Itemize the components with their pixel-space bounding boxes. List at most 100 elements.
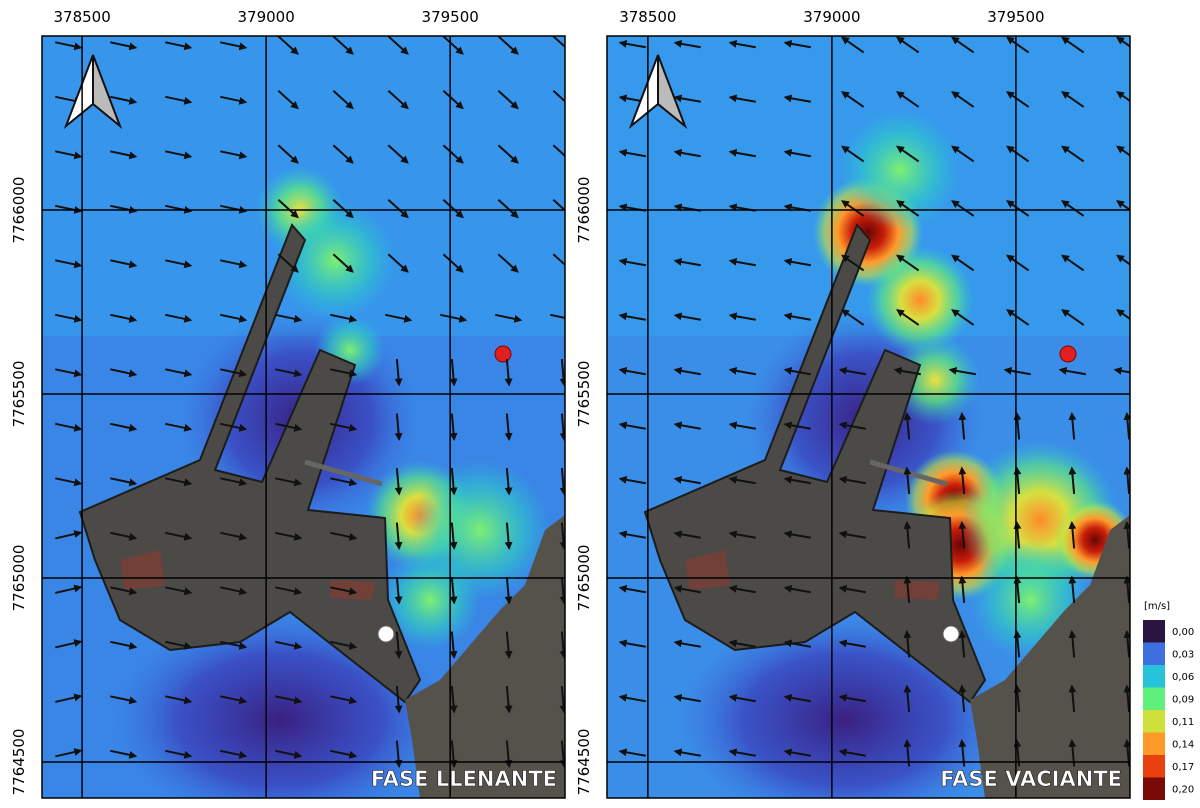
- map-layer: [42, 36, 565, 798]
- current-arrow: [618, 421, 646, 430]
- current-arrow: [1006, 91, 1030, 108]
- current-arrow: [618, 39, 646, 49]
- current-arrow: [504, 522, 513, 551]
- current-arrow: [728, 39, 756, 49]
- current-speed-area: [890, 335, 980, 425]
- current-arrow: [618, 312, 646, 321]
- current-arrow: [1061, 36, 1085, 54]
- current-arrow: [1116, 145, 1130, 157]
- current-arrow: [783, 312, 811, 321]
- current-arrow: [387, 253, 409, 273]
- current-arrow: [504, 358, 513, 387]
- current-arrow: [673, 693, 701, 703]
- current-arrow: [951, 200, 975, 217]
- current-arrow: [442, 36, 464, 55]
- current-arrow: [728, 257, 756, 267]
- current-arrow: [903, 520, 912, 549]
- current-arrow: [841, 91, 865, 108]
- station-marker: [377, 625, 395, 643]
- current-arrow: [449, 413, 458, 442]
- current-arrow: [948, 366, 976, 376]
- legend-swatch: [1143, 755, 1165, 778]
- current-arrow: [220, 95, 248, 105]
- legend-label: 0,14: [1172, 740, 1194, 751]
- current-arrow: [165, 422, 193, 432]
- current-arrow: [220, 477, 248, 487]
- current-arrow: [728, 421, 756, 430]
- current-arrow: [618, 693, 646, 703]
- current-arrow: [896, 254, 920, 272]
- current-arrow: [55, 477, 83, 487]
- current-arrow: [220, 41, 248, 51]
- legend-title: [m/s]: [1144, 601, 1170, 612]
- current-arrow: [1123, 411, 1130, 440]
- current-arrow: [110, 586, 138, 596]
- current-arrow: [275, 422, 303, 432]
- current-arrow: [559, 358, 565, 387]
- current-arrow: [442, 90, 464, 110]
- current-arrow: [387, 144, 409, 164]
- current-arrow: [387, 36, 409, 55]
- current-arrow: [110, 95, 138, 105]
- legend-swatch: [1143, 732, 1165, 755]
- current-arrow: [110, 640, 138, 650]
- current-arrow: [673, 94, 701, 103]
- current-arrow: [504, 685, 513, 714]
- current-arrow: [220, 368, 248, 378]
- current-arrow: [673, 39, 701, 49]
- legend-swatch: [1143, 710, 1165, 733]
- current-arrow: [673, 530, 701, 539]
- current-arrow: [1123, 466, 1130, 495]
- current-arrow: [1013, 684, 1022, 713]
- current-arrow: [618, 748, 646, 757]
- current-arrow: [277, 36, 299, 55]
- current-arrow: [504, 467, 513, 496]
- current-arrow: [618, 366, 646, 376]
- current-arrow: [618, 148, 646, 158]
- current-arrow: [838, 584, 866, 594]
- current-arrow: [783, 584, 811, 594]
- north-arrow: [92, 54, 123, 130]
- x-tick-label: 378500: [53, 8, 110, 26]
- current-arrow: [165, 749, 193, 759]
- current-arrow: [110, 313, 138, 323]
- current-arrow: [951, 309, 975, 326]
- current-arrow: [958, 684, 967, 713]
- legend-swatch: [1143, 642, 1165, 665]
- current-arrow: [110, 422, 138, 432]
- current-arrow: [220, 313, 248, 323]
- current-arrow: [958, 629, 967, 658]
- current-arrow: [673, 312, 701, 321]
- current-arrow: [618, 584, 646, 594]
- current-arrow: [332, 253, 354, 273]
- current-arrow: [1006, 254, 1030, 272]
- current-arrow: [903, 411, 912, 440]
- current-arrow: [838, 693, 866, 703]
- current-arrow: [394, 576, 403, 605]
- current-arrow: [958, 466, 967, 495]
- current-arrow: [783, 366, 811, 376]
- current-arrow: [330, 695, 358, 705]
- current-arrow: [394, 685, 403, 714]
- current-arrow: [1116, 309, 1130, 321]
- current-arrow: [559, 467, 565, 496]
- current-arrow: [1013, 520, 1022, 549]
- current-arrow: [838, 639, 866, 648]
- current-arrow: [1006, 36, 1030, 54]
- current-arrow: [440, 313, 468, 323]
- legend-swatch: [1143, 620, 1165, 643]
- current-arrow: [277, 90, 299, 110]
- current-arrow: [1123, 629, 1130, 658]
- panel-title: FASE VACIANTE: [940, 767, 1122, 791]
- current-arrow: [896, 200, 920, 217]
- current-arrow: [275, 695, 303, 705]
- current-arrow: [896, 36, 920, 54]
- current-arrow: [559, 631, 565, 660]
- current-arrow: [552, 90, 565, 103]
- current-arrow: [504, 413, 513, 442]
- current-arrow: [673, 639, 701, 648]
- current-arrow: [1003, 366, 1031, 376]
- current-arrow: [110, 259, 138, 269]
- current-arrow: [497, 199, 519, 219]
- current-arrow: [838, 530, 866, 539]
